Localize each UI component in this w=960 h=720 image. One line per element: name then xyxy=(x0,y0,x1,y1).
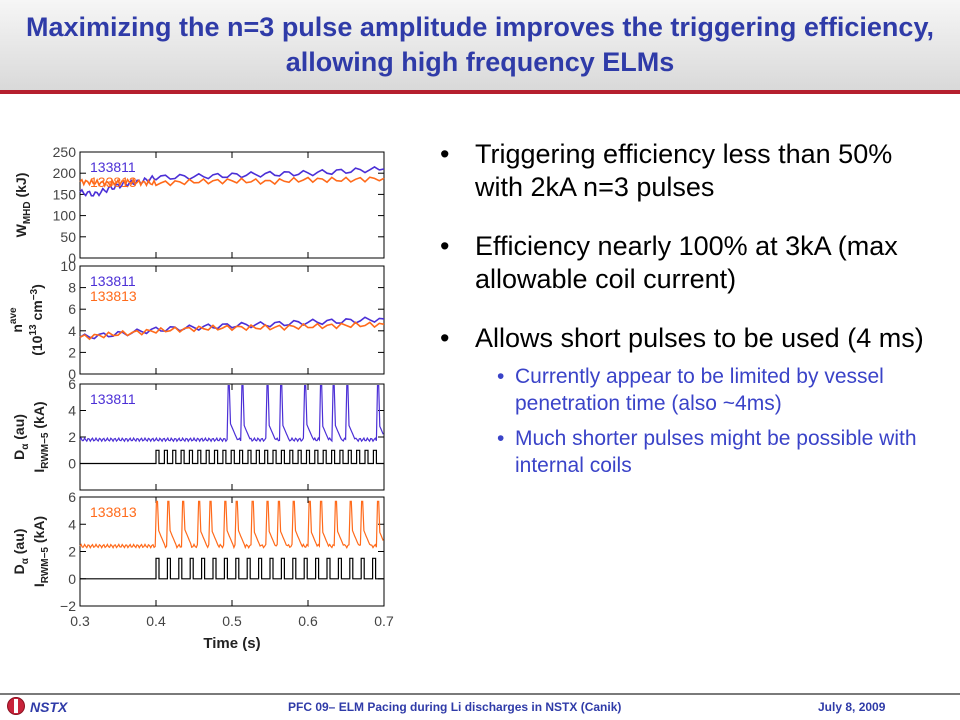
y-tick-label: 50 xyxy=(60,229,76,245)
y-tick-label: −2 xyxy=(60,598,76,614)
series-line-133811 xyxy=(79,165,385,197)
series-line-133813 xyxy=(79,176,385,188)
d-alpha-trace-133811 xyxy=(79,385,384,443)
y-tick-label: 2 xyxy=(68,344,76,360)
y-label-dalpha: Dα (au) xyxy=(11,529,31,575)
coil-current-trace xyxy=(80,557,384,580)
y-label-dalpha-part: α xyxy=(20,557,31,564)
series-line-133813 xyxy=(79,321,385,341)
series-label: 133813 xyxy=(90,288,137,304)
footer-date: July 8, 2009 xyxy=(818,700,886,714)
y-label-dalpha-part: D xyxy=(11,564,27,574)
bullet-glyph: • xyxy=(497,365,505,388)
y-label-ne-units-part: 13 xyxy=(28,324,39,336)
y-tick-label: 0 xyxy=(68,456,76,472)
sub-bullet-text: Currently appear to be limited by vessel… xyxy=(515,365,884,415)
y-tick-label: 250 xyxy=(53,144,77,160)
y-tick-label: 100 xyxy=(53,208,77,224)
y-tick-label: 10 xyxy=(60,258,76,274)
y-tick-label: 4 xyxy=(68,323,76,339)
y-label-ne-units-part: ) xyxy=(29,284,45,289)
y-tick-label: 2 xyxy=(68,544,76,560)
bullet-item: • Allows short pulses to be used (4 ms) xyxy=(440,322,940,355)
y-label-irwm-part: I xyxy=(31,469,47,473)
nstx-logo-text: NSTX xyxy=(30,699,68,715)
y-label-wmhd-part: (kJ) xyxy=(13,173,29,202)
nstx-logo-icon xyxy=(7,697,25,715)
bullet-item: • Triggering efficiency less than 50% wi… xyxy=(440,138,940,204)
y-tick-label: 0 xyxy=(68,250,76,266)
y-label-irwm-part: RWM−5 xyxy=(40,547,51,584)
y-tick-label: 8 xyxy=(68,280,76,296)
bullet-text: Efficiency nearly 100% at 3kA (max allow… xyxy=(475,231,898,294)
bullet-glyph: • xyxy=(497,427,505,450)
y-label-wmhd-part: W xyxy=(13,223,29,237)
y-tick-label: 4 xyxy=(68,403,76,419)
sub-bullet-item: • Currently appear to be limited by vess… xyxy=(439,363,940,417)
y-label-wmhd: WMHD (kJ) xyxy=(13,173,33,238)
y-tick-label: 6 xyxy=(68,489,76,505)
x-tick-label: 0.5 xyxy=(222,613,242,629)
sub-bullet-item: • Much shorter pulses might be possible … xyxy=(439,425,940,479)
y-label-dalpha-part: (au) xyxy=(11,414,27,444)
bullet-glyph: • xyxy=(440,139,450,169)
slide-title: Maximizing the n=3 pulse amplitude impro… xyxy=(26,12,934,77)
x-tick-label: 0.6 xyxy=(298,613,318,629)
series-label: 133813 xyxy=(90,504,137,520)
y-tick-label: 0 xyxy=(68,571,76,587)
y-label-ne-part: n xyxy=(9,324,25,333)
y-label-dalpha: Dα (au) xyxy=(11,414,31,460)
y-label-irwm-part: (kA) xyxy=(31,516,47,547)
y-tick-label: 2 xyxy=(68,429,76,445)
x-tick-label: 0.3 xyxy=(70,613,90,629)
series-label: 133811 xyxy=(90,159,136,175)
stacked-time-traces-chart: 0501001502002501338111338130246810133811… xyxy=(8,144,394,652)
sub-bullet-text: Much shorter pulses might be possible wi… xyxy=(515,427,917,477)
bullet-list: • Triggering efficiency less than 50% wi… xyxy=(440,138,940,479)
title-accent-line xyxy=(0,90,960,94)
coil-current-trace xyxy=(80,449,384,465)
y-tick-label: 150 xyxy=(53,186,77,202)
title-bar xyxy=(0,0,960,90)
y-label-ne-units-part: −3 xyxy=(29,288,40,300)
y-label-ne-part: ave xyxy=(8,307,19,324)
y-label-dalpha-part: α xyxy=(20,443,31,450)
y-label-irwm: IRWM−5 (kA) xyxy=(31,516,51,587)
footer-divider xyxy=(0,693,960,695)
x-tick-label: 0.7 xyxy=(374,613,394,629)
bullet-glyph: • xyxy=(440,231,450,261)
y-label-irwm-part: (kA) xyxy=(31,401,47,432)
d-alpha-trace-133813 xyxy=(79,500,384,550)
y-label-ne-units-part: cm xyxy=(29,300,45,324)
bullet-text: Triggering efficiency less than 50% with… xyxy=(475,139,893,202)
y-label-wmhd-part: MHD xyxy=(22,201,33,224)
y-label-irwm-part: RWM−5 xyxy=(40,432,51,469)
y-label-dalpha-part: (au) xyxy=(11,529,27,559)
bullet-glyph: • xyxy=(440,323,450,353)
y-label-irwm-part: I xyxy=(31,583,47,587)
y-label-ne: nave xyxy=(8,307,25,333)
bullet-item: • Efficiency nearly 100% at 3kA (max all… xyxy=(440,230,940,296)
y-tick-label: 0 xyxy=(68,366,76,382)
y-tick-label: 200 xyxy=(53,165,77,181)
x-tick-label: 0.4 xyxy=(146,613,166,629)
y-label-dalpha-part: D xyxy=(11,450,27,460)
y-tick-label: 6 xyxy=(68,301,76,317)
y-label-ne-units-part: (10 xyxy=(29,335,45,355)
bullet-text: Allows short pulses to be used (4 ms) xyxy=(475,323,924,353)
y-tick-label: 4 xyxy=(68,516,76,532)
series-label: 133811 xyxy=(90,273,136,289)
footer-caption: PFC 09– ELM Pacing during Li discharges … xyxy=(288,700,622,714)
x-axis-label: Time (s) xyxy=(203,635,260,652)
y-label-ne-units: (1013 cm−3) xyxy=(28,284,45,356)
y-label-irwm: IRWM−5 (kA) xyxy=(31,401,51,472)
series-line-133811 xyxy=(79,316,385,340)
series-label: 133811 xyxy=(90,391,136,407)
series-label: 133813 xyxy=(90,174,137,190)
y-tick-label: 6 xyxy=(68,376,76,392)
